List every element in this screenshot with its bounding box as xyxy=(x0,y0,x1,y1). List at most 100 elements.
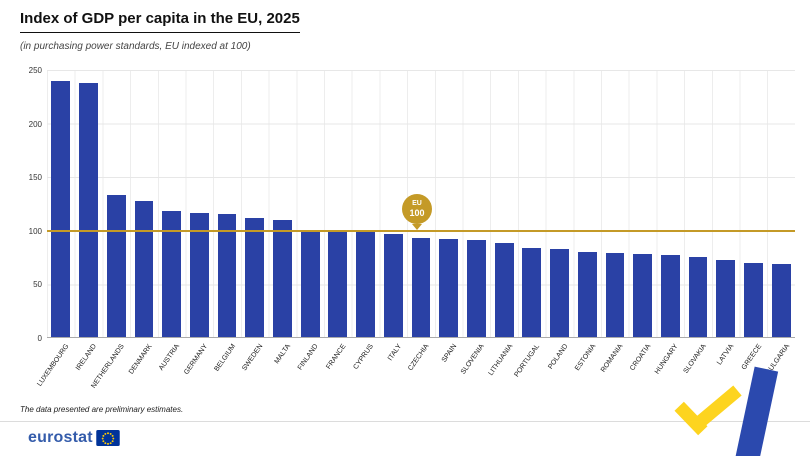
bar-slot xyxy=(518,70,546,337)
x-label-slot: POLAND xyxy=(546,340,574,402)
bar-slot xyxy=(490,70,518,337)
x-label-slot: SPAIN xyxy=(435,340,463,402)
bar-croatia xyxy=(633,253,653,337)
y-tick-label: 100 xyxy=(28,226,42,236)
x-axis-label: SWEDEN xyxy=(241,343,265,373)
bar-italy xyxy=(383,234,403,337)
bar-latvia xyxy=(716,260,736,337)
x-label-slot: DENMARK xyxy=(128,340,158,402)
bar-estonia xyxy=(577,251,597,337)
bar-france xyxy=(328,232,348,337)
bar-slot xyxy=(767,70,795,337)
x-axis-label: MALTA xyxy=(273,343,293,366)
x-axis-label: LATVIA xyxy=(716,343,736,367)
x-label-slot: PORTUGAL xyxy=(514,340,546,402)
y-tick-label: 0 xyxy=(37,334,42,343)
eu-marker-value: 100 xyxy=(409,207,425,218)
bar-slot xyxy=(601,70,629,337)
x-axis-label: CZECHIA xyxy=(407,343,431,373)
decorative-yellow-stripe xyxy=(674,401,708,436)
chart-subtitle: (in purchasing power standards, EU index… xyxy=(20,41,251,52)
bar-slot xyxy=(186,70,214,337)
x-axis-label: GREECE xyxy=(740,343,764,372)
bar-slot xyxy=(573,70,601,337)
x-axis-label: POLAND xyxy=(546,343,570,371)
x-label-slot: BELGIUM xyxy=(213,340,241,402)
bar-slot xyxy=(684,70,712,337)
x-axis-label: SLOVENIA xyxy=(460,343,487,376)
bar-slot xyxy=(130,70,158,337)
bar-finland xyxy=(300,231,320,337)
bar-cyprus xyxy=(356,232,375,337)
bar-malta xyxy=(273,219,292,337)
bar-slot xyxy=(435,70,463,337)
bar-slovakia xyxy=(688,256,708,337)
x-label-slot: LATVIA xyxy=(712,340,740,402)
x-label-slot: AUSTRIA xyxy=(158,340,186,402)
x-axis-label: PORTUGAL xyxy=(513,343,542,379)
x-label-slot: IRELAND xyxy=(75,340,103,402)
x-label-slot: FINLAND xyxy=(296,340,324,402)
bar-bulgaria xyxy=(771,264,791,337)
x-axis-label: LUXEMBOURG xyxy=(36,343,71,388)
bar-sweden xyxy=(245,218,265,337)
eu-flag-icon xyxy=(96,430,120,446)
bar-slot xyxy=(75,70,103,337)
bar-poland xyxy=(550,249,569,337)
bar-slot xyxy=(407,70,435,337)
footnote: The data presented are preliminary estim… xyxy=(20,405,184,414)
bar-slot xyxy=(213,70,241,337)
bar-slot xyxy=(296,70,324,337)
x-axis-label: BULGARIA xyxy=(764,343,791,377)
bar-denmark xyxy=(134,201,154,337)
x-axis-label: AUSTRIA xyxy=(158,343,182,372)
x-label-slot: CYPRUS xyxy=(352,340,380,402)
bar-slot xyxy=(740,70,768,337)
x-label-slot: NETHERLANDS xyxy=(90,340,130,402)
x-axis-label: IRELAND xyxy=(75,343,99,372)
bar-portugal xyxy=(522,248,542,337)
bar-slot xyxy=(324,70,352,337)
x-axis-label: GERMANY xyxy=(183,343,210,377)
x-axis-label: SPAIN xyxy=(440,343,459,364)
x-label-slot: BULGARIA xyxy=(764,340,795,402)
y-tick-label: 150 xyxy=(28,173,42,183)
eu-reference-line xyxy=(47,229,795,232)
eurostat-logo-text: eurostat xyxy=(28,429,93,446)
bar-hungary xyxy=(660,254,680,337)
x-label-slot: ITALY xyxy=(379,340,407,402)
x-label-slot: LITHUANIA xyxy=(487,340,518,402)
x-axis-label: HUNGARY xyxy=(654,343,681,376)
bars-container xyxy=(47,70,795,337)
bar-luxembourg xyxy=(51,80,71,337)
bar-slot xyxy=(47,70,75,337)
x-label-slot: SLOVENIA xyxy=(460,340,491,402)
x-axis-label: FRANCE xyxy=(325,343,348,371)
x-label-slot: ROMANIA xyxy=(600,340,629,402)
x-label-slot: CZECHIA xyxy=(407,340,435,402)
bar-slovenia xyxy=(466,239,486,337)
bar-ireland xyxy=(79,82,98,337)
x-label-slot: FRANCE xyxy=(324,340,352,402)
x-axis-label: ESTONIA xyxy=(573,343,597,373)
bar-belgium xyxy=(217,214,237,337)
bar-lithuania xyxy=(494,243,514,337)
eu-100-marker: EU 100 xyxy=(402,193,432,224)
y-tick-label: 250 xyxy=(28,66,42,75)
x-label-slot: GREECE xyxy=(740,340,768,402)
x-label-slot: SWEDEN xyxy=(241,340,269,402)
x-label-slot: ESTONIA xyxy=(573,340,601,402)
bar-slot xyxy=(546,70,574,337)
x-axis-label: ITALY xyxy=(386,343,404,363)
bar-czechia xyxy=(411,237,431,337)
plot-area: EU 100 xyxy=(47,70,795,338)
x-label-slot: HUNGARY xyxy=(654,340,684,402)
x-axis-label: LITHUANIA xyxy=(487,343,514,377)
x-axis-label: BELGIUM xyxy=(213,343,237,373)
y-tick-label: 50 xyxy=(33,280,42,290)
y-tick-label: 200 xyxy=(28,119,42,129)
bar-slot xyxy=(379,70,407,337)
eurostat-logo: eurostat xyxy=(28,429,120,447)
bar-slot xyxy=(656,70,684,337)
